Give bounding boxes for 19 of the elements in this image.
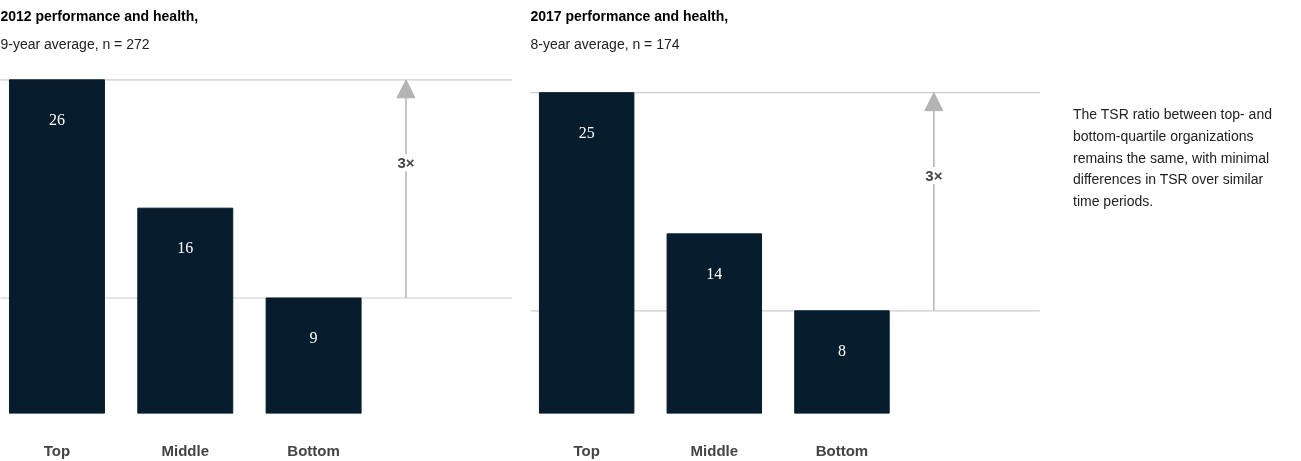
data-label: 9: [309, 329, 318, 347]
chart-subtitle: 8-year average, n = 174: [530, 35, 680, 52]
text: The TSR ratio between top- and bottom-quartile organizations remains the same, with minimal differences in TSR over similar time periods.: [1073, 106, 1272, 209]
x-tick-label: Bottom: [287, 441, 340, 459]
data-label: 14: [706, 264, 723, 282]
data-label: 25: [578, 123, 595, 141]
x-tick-label: Bottom: [815, 441, 869, 459]
text: 3×: [397, 154, 415, 172]
chart-title: 2012 performance and health,: [0, 7, 199, 24]
chart-title: 2017 performance and health,: [530, 7, 729, 24]
x-tick-label: Middle: [690, 441, 739, 459]
x-tick-label: Top: [43, 441, 71, 459]
text: 3×: [925, 167, 943, 185]
data-label: 16: [177, 239, 194, 257]
data-label: 26: [48, 110, 65, 128]
chart-subtitle: 9-year average, n = 272: [0, 35, 150, 52]
x-tick-label: Middle: [161, 441, 210, 459]
data-label: 8: [837, 341, 846, 359]
x-tick-label: Top: [573, 441, 600, 459]
